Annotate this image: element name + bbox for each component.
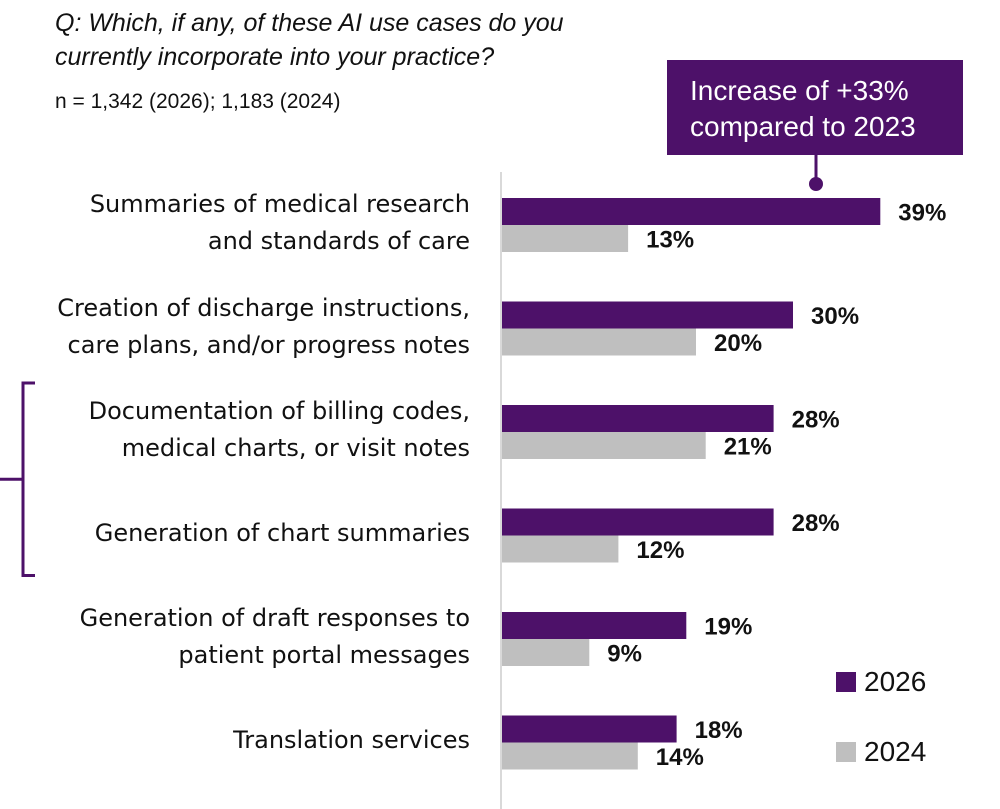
data-label-2024: 13%: [646, 227, 694, 254]
data-label-2024: 12%: [636, 537, 684, 564]
bar-2026: [502, 301, 793, 329]
category-label-line: Translation services: [233, 726, 470, 754]
bar-2024: [502, 432, 706, 459]
legend-swatch-2024: [836, 742, 856, 762]
sample-size-note: n = 1,342 (2026); 1,183 (2024): [55, 90, 341, 113]
bar-2026: [502, 405, 774, 432]
category-label-line: Creation of discharge instructions,: [57, 293, 470, 322]
bar-2026: [502, 715, 677, 743]
category-label-line: care plans, and/or progress notes: [67, 330, 470, 359]
question-line: Q: Which, if any, of these AI use cases …: [55, 9, 564, 37]
category-label-line: Generation of chart summaries: [94, 519, 470, 547]
category-label-line: Documentation of billing codes,: [88, 397, 470, 425]
legend-swatch-2026: [836, 672, 856, 692]
category-label: Generation of chart summaries: [95, 515, 470, 552]
bar-2026: [502, 198, 881, 225]
data-label-2026: 19%: [704, 614, 752, 641]
data-label-2026: 30%: [811, 303, 859, 330]
bar-2024: [502, 639, 590, 666]
legend-label: 2026: [864, 666, 927, 697]
category-label: Translation services: [233, 722, 470, 759]
bar-2024: [502, 742, 638, 770]
callout-line: Increase of +33%: [690, 75, 909, 106]
data-label-2024: 20%: [714, 330, 762, 357]
bar-2026: [502, 508, 774, 536]
category-label: Summaries of medical research and standar…: [90, 186, 470, 260]
category-label: Documentation of billing codes, medical c…: [89, 393, 470, 467]
bar-2024: [502, 328, 696, 356]
callout-dot: [809, 177, 823, 191]
category-label-line: Generation of draft responses to: [79, 604, 470, 632]
data-label-2026: 39%: [898, 200, 946, 227]
data-label-2026: 18%: [695, 717, 743, 744]
question-line: currently incorporate into your practice…: [55, 43, 495, 71]
category-label-line: medical charts, or visit notes: [121, 434, 470, 462]
category-label: Generation of draft responses to patient …: [80, 600, 470, 674]
callout-line: compared to 2023: [690, 111, 916, 142]
data-label-2024: 9%: [607, 641, 642, 668]
data-label-2024: 21%: [724, 434, 772, 461]
category-label: Creation of discharge instructions, care …: [57, 290, 470, 364]
question-title: Q: Which, if any, of these AI use cases …: [55, 6, 564, 74]
legend-item-2024: 2024: [836, 736, 926, 768]
bar-2024: [502, 535, 619, 563]
bar-2024: [502, 225, 629, 252]
callout-box: Increase of +33% compared to 2023: [667, 60, 963, 155]
category-label-line: Summaries of medical research: [89, 190, 470, 218]
bar-2026: [502, 612, 687, 639]
data-label-2024: 14%: [656, 744, 704, 771]
legend-item-2026: 2026: [836, 666, 926, 698]
category-label-line: patient portal messages: [178, 641, 470, 669]
category-label-line: and standards of care: [207, 227, 470, 255]
group-bracket: [0, 381, 35, 577]
data-label-2026: 28%: [792, 510, 840, 537]
data-label-2026: 28%: [792, 407, 840, 434]
legend-label: 2024: [864, 736, 927, 767]
